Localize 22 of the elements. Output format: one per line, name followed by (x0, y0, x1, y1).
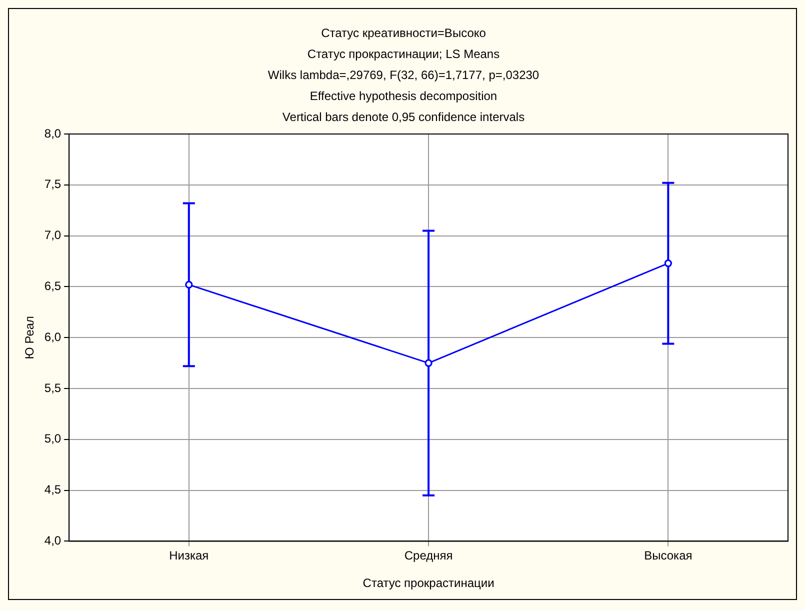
y-tick-label: 5,0 (44, 432, 62, 446)
x-axis-title: Статус прокрастинации (362, 576, 494, 590)
point (424, 359, 432, 367)
y-tick-label: 7,0 (44, 228, 62, 242)
x-tick-label: Средняя (404, 548, 453, 563)
x-tick-label: Высокая (644, 548, 692, 563)
y-tick-label: 4,5 (44, 482, 62, 497)
x-tick-label: Низкая (169, 548, 209, 563)
y-tick-label: 6,0 (44, 330, 62, 344)
y-axis-title: Ю Реал (22, 316, 37, 360)
point (664, 260, 672, 268)
text: Effective hypothesis decomposition (310, 88, 498, 103)
y-tick-label: 6,5 (44, 279, 62, 294)
text: Vertical bars denote 0,95 confidence intervals (282, 110, 525, 124)
y-tick-label: 5,5 (44, 380, 62, 395)
text: Wilks lambda=,29769, F(32, 66)=1,7177, p=,03230 (268, 68, 540, 82)
chart-subtitle: Статус прокрастинации; LS Means (307, 46, 500, 61)
y-tick-label: 8,0 (44, 126, 62, 140)
y-tick-label: 4,0 (44, 534, 62, 548)
chart-title: Статус креативности=Высоко (321, 26, 486, 40)
point (185, 280, 193, 288)
y-tick-label: 7,5 (44, 177, 62, 192)
